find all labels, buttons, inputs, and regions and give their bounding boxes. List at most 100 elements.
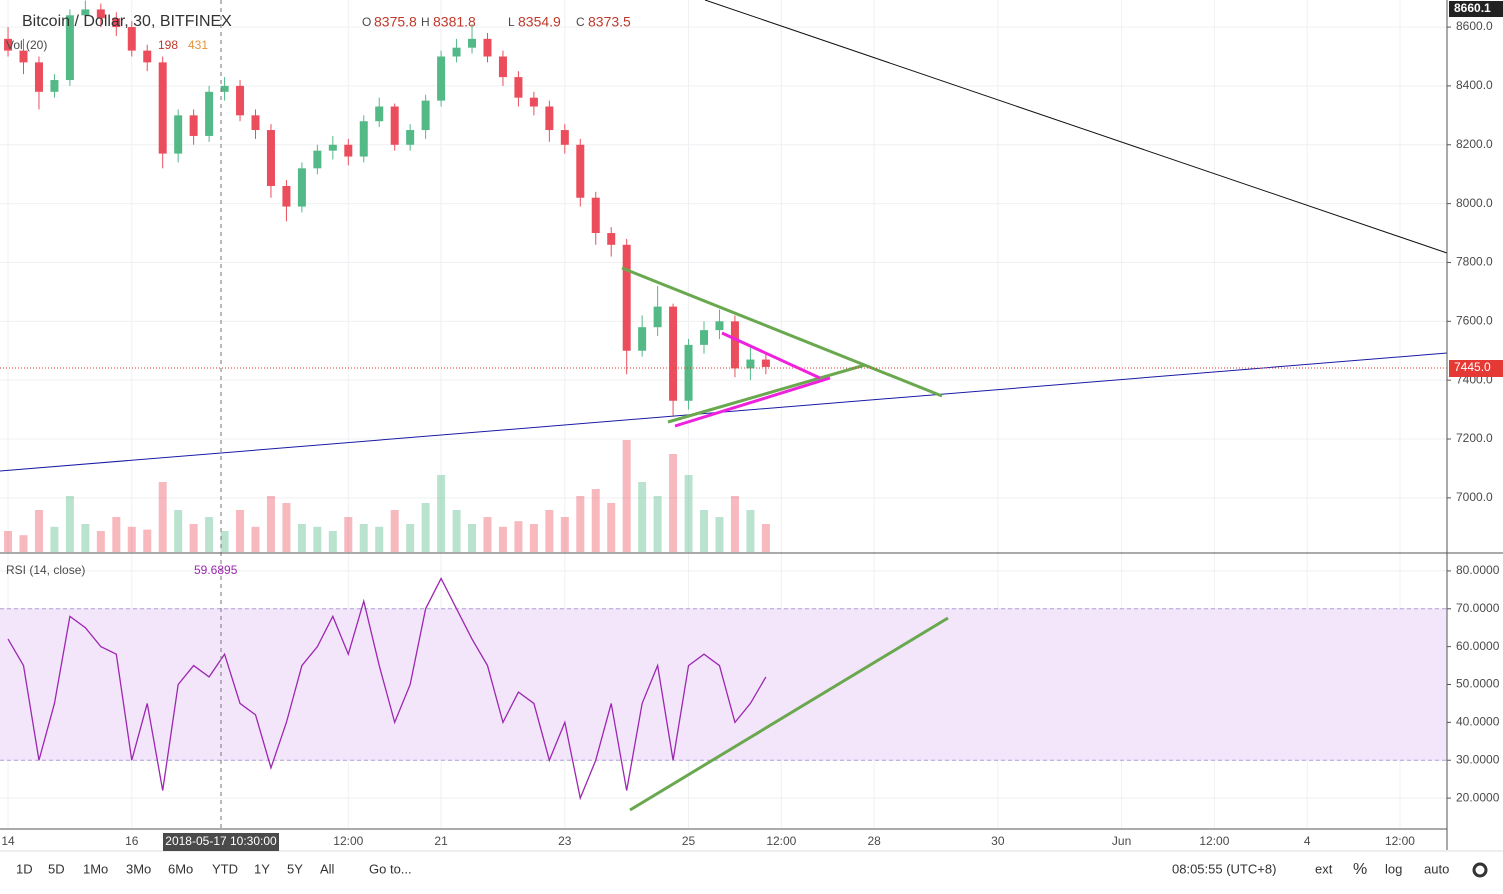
y-tick-label: 50.0000 [1456, 677, 1500, 691]
volume-bar [545, 510, 554, 552]
ohlc-value: 8375.8 [374, 14, 417, 30]
price-marker-label: 8660.1 [1454, 1, 1491, 15]
clock: 08:05:55 (UTC+8) [1172, 861, 1276, 876]
candle-body [421, 100, 430, 131]
y-tick-label: 20.0000 [1456, 790, 1500, 804]
crosshair-label: 2018-05-17 10:30:00 [165, 834, 277, 848]
candle-body [34, 62, 43, 92]
volume-bar [406, 524, 415, 552]
candle-body [359, 121, 368, 157]
candle-body [112, 18, 121, 28]
volume-bar [653, 496, 662, 552]
range-button[interactable]: 3Mo [126, 861, 151, 876]
candle-body [452, 47, 461, 57]
volume-bar [236, 510, 245, 552]
auto-button[interactable]: auto [1424, 861, 1449, 876]
volume-bar [761, 524, 770, 552]
rsi-line [7, 577, 767, 801]
toolbar: 1D 5D 1Mo 3Mo 6Mo YTD 1Y 5Y All [16, 861, 335, 876]
x-tick-label: 30 [991, 834, 1005, 848]
candle-body [266, 130, 275, 186]
settings-icon[interactable] [1472, 862, 1488, 878]
trend-line [704, 0, 1448, 254]
trend-line [621, 266, 943, 398]
volume-bar [220, 531, 229, 552]
range-button[interactable]: 1D [16, 861, 33, 876]
ohlc-label: C [576, 15, 585, 29]
volume-bar [174, 510, 183, 552]
candle-body [19, 50, 28, 63]
crosshair-marker [163, 833, 279, 851]
candle-body [653, 306, 662, 328]
volume-bar [498, 526, 507, 552]
trend-line [629, 616, 949, 812]
percent-button[interactable]: % [1353, 861, 1367, 878]
candle-body [297, 168, 306, 207]
volume-bar [746, 510, 755, 552]
volume-bar [251, 526, 260, 552]
vol-title: Vol (20) [6, 38, 47, 52]
x-tick-label: 12:00 [1199, 834, 1229, 848]
volume-bar [468, 524, 477, 552]
ohlc-label: L [508, 15, 515, 29]
candle-body [189, 115, 198, 136]
x-tick-label: 21 [434, 834, 448, 848]
vol-ma: 431 [188, 38, 208, 52]
volume-bar [684, 475, 693, 552]
volume-bar [143, 529, 152, 552]
volume-bar [158, 482, 167, 552]
range-button[interactable]: YTD [212, 861, 238, 876]
last-price-marker [1449, 360, 1503, 377]
x-tick-label: 4 [1304, 834, 1311, 848]
rsi-band [0, 608, 1447, 761]
candle-body [251, 115, 260, 131]
candle-body [761, 359, 770, 367]
candle-body [560, 130, 569, 145]
candle-body [220, 85, 229, 92]
volume-bar [529, 524, 538, 552]
candle-body [375, 106, 384, 122]
vol-value: 198 [158, 38, 178, 52]
range-button[interactable]: 5D [48, 861, 65, 876]
range-button[interactable]: 5Y [287, 861, 303, 876]
y-tick-label: 80.0000 [1456, 563, 1500, 577]
y-tick-label: 30.0000 [1456, 752, 1500, 766]
candle-body [313, 150, 322, 169]
volume-bar [50, 526, 59, 552]
trend-line [721, 331, 821, 380]
y-tick-label: 7200.0 [1456, 431, 1493, 445]
candle-body [406, 130, 415, 145]
goto-button[interactable]: Go to... [369, 861, 412, 876]
candle-body [158, 62, 167, 154]
x-tick-label: Jun [1112, 834, 1131, 848]
volume-bar [359, 524, 368, 552]
candle-body [700, 330, 709, 345]
candle-body [483, 38, 492, 57]
volume-bar [591, 489, 600, 552]
candle-body [65, 15, 74, 81]
candle-body [282, 185, 291, 207]
candle-body [514, 77, 523, 98]
range-button[interactable]: 1Mo [83, 861, 108, 876]
range-button[interactable]: 1Y [254, 861, 270, 876]
volume-bar [282, 503, 291, 552]
x-tick-label: 12:00 [1385, 834, 1415, 848]
y-tick-label: 7000.0 [1456, 490, 1493, 504]
candle-body [205, 91, 214, 136]
volume-bar [421, 503, 430, 552]
rsi-title: RSI (14, close) [6, 563, 85, 577]
y-tick-label: 7600.0 [1456, 313, 1493, 327]
volume-bar [622, 440, 631, 552]
range-button[interactable]: All [320, 861, 335, 876]
candle-body [638, 327, 647, 351]
range-button[interactable]: 6Mo [168, 861, 193, 876]
axes: 14 16 12:00 21 23 25 12:00 28 30 Jun 12:00 4 12:00 70… [1, 19, 1499, 848]
candle-body [498, 56, 507, 78]
y-tick-label: 8600.0 [1456, 19, 1493, 33]
volume-bar [344, 517, 353, 552]
x-tick-label: 12:00 [333, 834, 363, 848]
ohlc-label: H [421, 15, 430, 29]
ext-button[interactable]: ext [1315, 861, 1333, 876]
log-button[interactable]: log [1385, 861, 1402, 876]
